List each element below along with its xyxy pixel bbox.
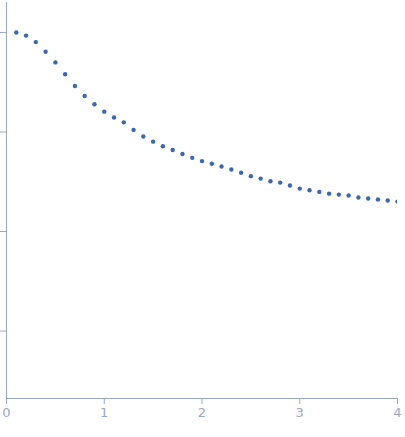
svg-text:1: 1 (100, 405, 108, 420)
svg-text:0: 0 (2, 405, 10, 420)
svg-text:2: 2 (198, 405, 206, 420)
svg-text:3: 3 (296, 405, 304, 420)
svg-text:4: 4 (393, 405, 401, 420)
